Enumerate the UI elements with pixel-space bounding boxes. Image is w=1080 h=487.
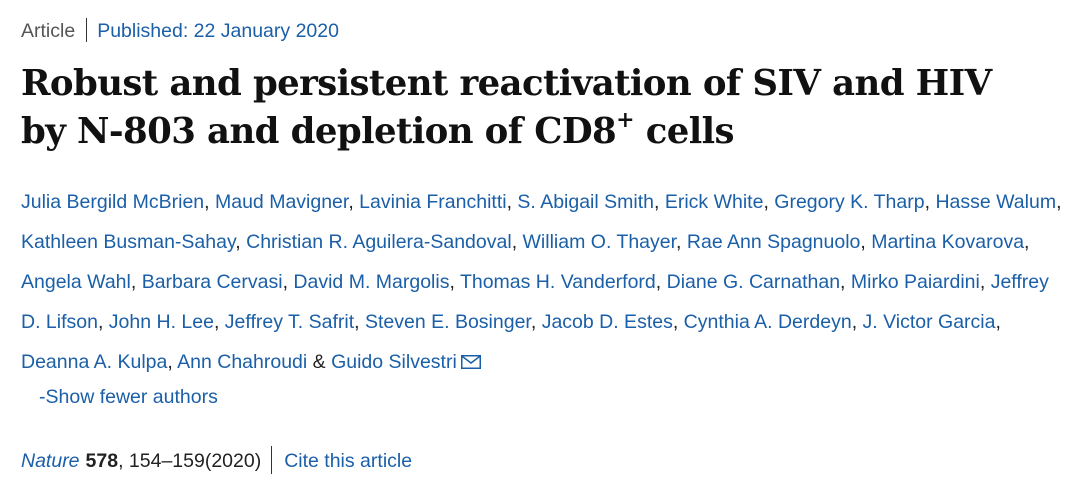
author-separator: ,	[506, 191, 518, 213]
author-link[interactable]: Ann Chahroudi	[177, 351, 308, 373]
author-separator: ,	[97, 311, 109, 333]
author-link[interactable]: Jeffrey D. Lifson	[21, 271, 1049, 333]
author-link[interactable]: S. Abigail Smith	[517, 191, 654, 213]
author-separator: ,	[654, 191, 665, 213]
author-separator: ,	[1056, 191, 1062, 213]
author-separator: ,	[763, 191, 775, 213]
author-link[interactable]: Diane G. Carnathan	[666, 271, 841, 293]
title-superscript: +	[616, 107, 634, 133]
author-separator: ,	[995, 311, 1001, 333]
author-link[interactable]: Erick White	[664, 191, 764, 213]
author-link[interactable]: Jeffrey T. Safrit	[224, 311, 355, 333]
author-link[interactable]: Julia Bergild McBrien	[21, 191, 205, 213]
author-link[interactable]: Guido Silvestri	[331, 351, 457, 373]
author-link[interactable]: Kathleen Busman-Sahay	[21, 231, 236, 253]
author-separator: ,	[924, 191, 936, 213]
author-link[interactable]: William O. Thayer	[522, 231, 677, 253]
author-separator: ,	[449, 271, 460, 293]
article-meta: Article Published: 22 January 2020	[21, 18, 339, 44]
citation-line: Nature 578, 154–159(2020) Cite this articl…	[21, 446, 412, 475]
journal-name[interactable]: Nature	[21, 450, 80, 472]
author-separator: ,	[282, 271, 294, 293]
author-link[interactable]: John H. Lee	[108, 311, 214, 333]
author-link[interactable]: Maud Mavigner	[215, 191, 349, 213]
author-link[interactable]: Deanna A. Kulpa	[21, 351, 168, 373]
author-link[interactable]: Christian R. Aguilera-Sandoval	[246, 231, 512, 253]
title-line-2-end: cells	[633, 111, 735, 152]
journal-volume: 578	[85, 450, 119, 472]
author-separator: ,	[979, 271, 991, 293]
author-link[interactable]: Jacob D. Estes	[541, 311, 673, 333]
journal-pages-year: , 154–159(2020)	[118, 450, 262, 472]
author-link[interactable]: Angela Wahl	[21, 271, 131, 293]
author-list: Julia Bergild McBrien, Maud Mavigner, La…	[21, 182, 1066, 382]
author-link[interactable]: J. Victor Garcia	[862, 311, 996, 333]
author-separator: ,	[672, 311, 684, 333]
meta-divider	[86, 18, 88, 42]
citation-divider	[271, 446, 273, 474]
author-link[interactable]: Cynthia A. Derdeyn	[683, 311, 852, 333]
author-separator: &	[307, 351, 332, 373]
author-link[interactable]: Steven E. Bosinger	[364, 311, 531, 333]
author-link[interactable]: Lavinia Franchitti	[359, 191, 507, 213]
author-separator: ,	[1024, 231, 1030, 253]
cite-this-article-link[interactable]: Cite this article	[284, 450, 413, 472]
author-separator: ,	[348, 191, 360, 213]
author-separator: ,	[655, 271, 667, 293]
author-link[interactable]: David M. Margolis	[293, 271, 450, 293]
author-separator: ,	[130, 271, 142, 293]
author-separator: ,	[840, 271, 851, 293]
author-separator: ,	[167, 351, 178, 373]
author-link[interactable]: Barbara Cervasi	[141, 271, 283, 293]
article-type: Article	[21, 20, 76, 42]
author-separator: ,	[235, 231, 247, 253]
author-link[interactable]: Mirko Paiardini	[850, 271, 980, 293]
published-date: Published: 22 January 2020	[97, 20, 339, 42]
author-link[interactable]: Thomas H. Vanderford	[459, 271, 656, 293]
title-line-2: by N-803 and depletion of CD8+ cells	[21, 109, 735, 152]
author-separator: ,	[676, 231, 687, 253]
article-title: Robust and persistent reactivation of SI…	[21, 60, 1066, 156]
author-separator: ,	[213, 311, 225, 333]
author-link[interactable]: Gregory K. Tharp	[774, 191, 925, 213]
author-separator: ,	[851, 311, 863, 333]
author-link[interactable]: Martina Kovarova	[871, 231, 1025, 253]
show-fewer-authors-link[interactable]: -Show fewer authors	[39, 386, 218, 408]
author-link[interactable]: Hasse Walum	[935, 191, 1057, 213]
author-separator: ,	[354, 311, 365, 333]
author-link[interactable]: Rae Ann Spagnuolo	[686, 231, 861, 253]
author-separator: ,	[511, 231, 523, 253]
author-separator: ,	[204, 191, 215, 213]
title-line-2-text: by N-803 and depletion of CD8	[21, 111, 617, 152]
author-separator: ,	[860, 231, 872, 253]
author-separator: ,	[530, 311, 542, 333]
title-line-1: Robust and persistent reactivation of SI…	[21, 63, 992, 104]
envelope-icon[interactable]	[460, 355, 481, 369]
